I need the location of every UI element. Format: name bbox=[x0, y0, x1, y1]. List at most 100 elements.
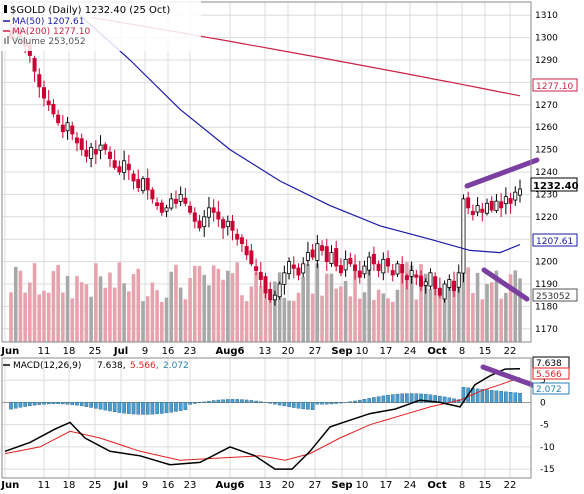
macd-legend-value: 7.638, bbox=[97, 361, 126, 371]
macd-histogram-bar bbox=[320, 402, 323, 404]
candle-body bbox=[382, 259, 385, 273]
volume-bar bbox=[85, 284, 89, 342]
date-tick-label: 20 bbox=[282, 346, 295, 357]
candle-body bbox=[231, 221, 234, 230]
candle-body bbox=[424, 282, 427, 286]
candle-body bbox=[193, 213, 196, 221]
candle-body bbox=[226, 221, 229, 226]
macd-histogram-bar bbox=[485, 390, 488, 403]
volume-bar bbox=[518, 278, 522, 342]
macd-histogram-bar bbox=[71, 402, 74, 404]
macd-histogram-bar bbox=[438, 396, 441, 402]
macd-legend: MACD(12,26,9) 7.638, 5.566, 2.072 bbox=[3, 361, 189, 371]
candle-body bbox=[297, 268, 300, 275]
macd-histogram-bar bbox=[396, 394, 399, 402]
grid bbox=[2, 2, 531, 478]
macd-histogram-bar bbox=[179, 402, 182, 410]
ma200-legend: MA(200) 1277.10 bbox=[12, 27, 90, 37]
date-tick-label: 8 bbox=[459, 480, 465, 490]
macd-value-tags: 7.638 5.566 2.072 bbox=[533, 357, 569, 395]
volume-bar bbox=[382, 293, 386, 342]
volume-bar bbox=[429, 289, 433, 342]
hist-tag: 2.072 bbox=[536, 385, 562, 395]
macd-histogram-bar bbox=[287, 402, 290, 406]
candle-body bbox=[419, 276, 422, 286]
macd-tick-label: 0 bbox=[540, 398, 546, 408]
macd-histogram-bar bbox=[9, 402, 12, 409]
macd-histogram-bar bbox=[509, 392, 512, 402]
macd-histogram-bar bbox=[184, 402, 187, 409]
candle-body bbox=[165, 208, 168, 211]
macd-histogram-bar bbox=[353, 401, 356, 402]
candle-body bbox=[245, 246, 248, 255]
price-uptrend-annotation bbox=[467, 160, 537, 186]
macd-histogram-bar bbox=[410, 394, 413, 403]
macd-histogram-bar bbox=[207, 401, 210, 402]
volume-bar bbox=[75, 276, 79, 342]
macd-histogram-bar bbox=[19, 402, 22, 407]
macd-histogram-bar bbox=[28, 402, 31, 405]
date-tick-label: 25 bbox=[89, 480, 102, 490]
candle-body bbox=[71, 126, 74, 134]
macd-histogram-bar bbox=[174, 402, 177, 411]
volume-bar bbox=[330, 274, 334, 342]
date-tick-label: 13 bbox=[259, 480, 272, 490]
volume-bar bbox=[466, 267, 470, 342]
candle-body bbox=[287, 262, 290, 274]
volume-bar bbox=[415, 299, 419, 342]
macd-histogram-bar bbox=[170, 402, 173, 412]
date-tick-label: 24 bbox=[404, 346, 417, 357]
volume-bar bbox=[127, 291, 131, 342]
macd-histogram-bar bbox=[302, 402, 305, 408]
macd-histogram-bar bbox=[226, 399, 229, 402]
price-tick-label: 1180 bbox=[535, 302, 558, 312]
date-tick-label: 23 bbox=[184, 480, 197, 490]
candle-body bbox=[349, 258, 352, 263]
price-value-tags: 1277.10 1232.40 1207.61 253052 bbox=[531, 79, 579, 302]
macd-histogram-bar bbox=[504, 392, 507, 403]
volume-bar bbox=[89, 297, 93, 342]
date-tick-label: 20 bbox=[282, 480, 295, 490]
volume-bar bbox=[207, 285, 211, 342]
volume-bar bbox=[471, 293, 475, 342]
volume-bar bbox=[212, 265, 216, 342]
volume-bar bbox=[108, 273, 112, 342]
volume-bar bbox=[283, 298, 287, 342]
volume-legend-icon bbox=[4, 38, 6, 44]
volume-bar bbox=[52, 271, 56, 342]
macd-histogram-bar bbox=[94, 402, 97, 408]
date-tick-label: 23 bbox=[184, 346, 197, 357]
price-tick-label: 1270 bbox=[535, 101, 558, 111]
volume-bar bbox=[151, 282, 155, 342]
volume-bar bbox=[47, 293, 51, 342]
date-tick-label: Sep bbox=[331, 480, 352, 490]
macd-histogram-bar bbox=[443, 397, 446, 403]
macd-tick-label: -5 bbox=[540, 421, 549, 431]
candle-body bbox=[42, 88, 45, 98]
volume-bar bbox=[14, 267, 18, 342]
volume-bar bbox=[99, 276, 103, 342]
candle-body bbox=[254, 267, 257, 271]
macd-histogram-bar bbox=[259, 402, 262, 403]
macd-histogram-bar bbox=[316, 402, 319, 404]
signal-tag: 5.566 bbox=[536, 370, 562, 380]
macd-histogram-bar bbox=[38, 402, 41, 404]
macd-histogram-bar bbox=[123, 402, 126, 413]
date-tick-label: 13 bbox=[259, 346, 272, 357]
candle-body bbox=[405, 276, 408, 280]
macd-histogram-bar bbox=[108, 402, 111, 411]
macd-histogram-bar bbox=[500, 391, 503, 402]
volume-bar bbox=[202, 275, 206, 342]
candle-body bbox=[448, 280, 451, 288]
volume-bar bbox=[231, 273, 235, 342]
volume-bar bbox=[476, 273, 480, 342]
candle-body bbox=[132, 174, 135, 181]
candle-body bbox=[283, 273, 286, 285]
candle-body bbox=[104, 145, 107, 150]
date-tick-label: Oct bbox=[427, 346, 446, 357]
macd-histogram-bar bbox=[113, 402, 116, 411]
candle-body bbox=[85, 150, 88, 156]
candle-body bbox=[462, 199, 465, 273]
macd-histogram-bar bbox=[99, 402, 102, 409]
date-tick-label: 18 bbox=[63, 480, 76, 490]
